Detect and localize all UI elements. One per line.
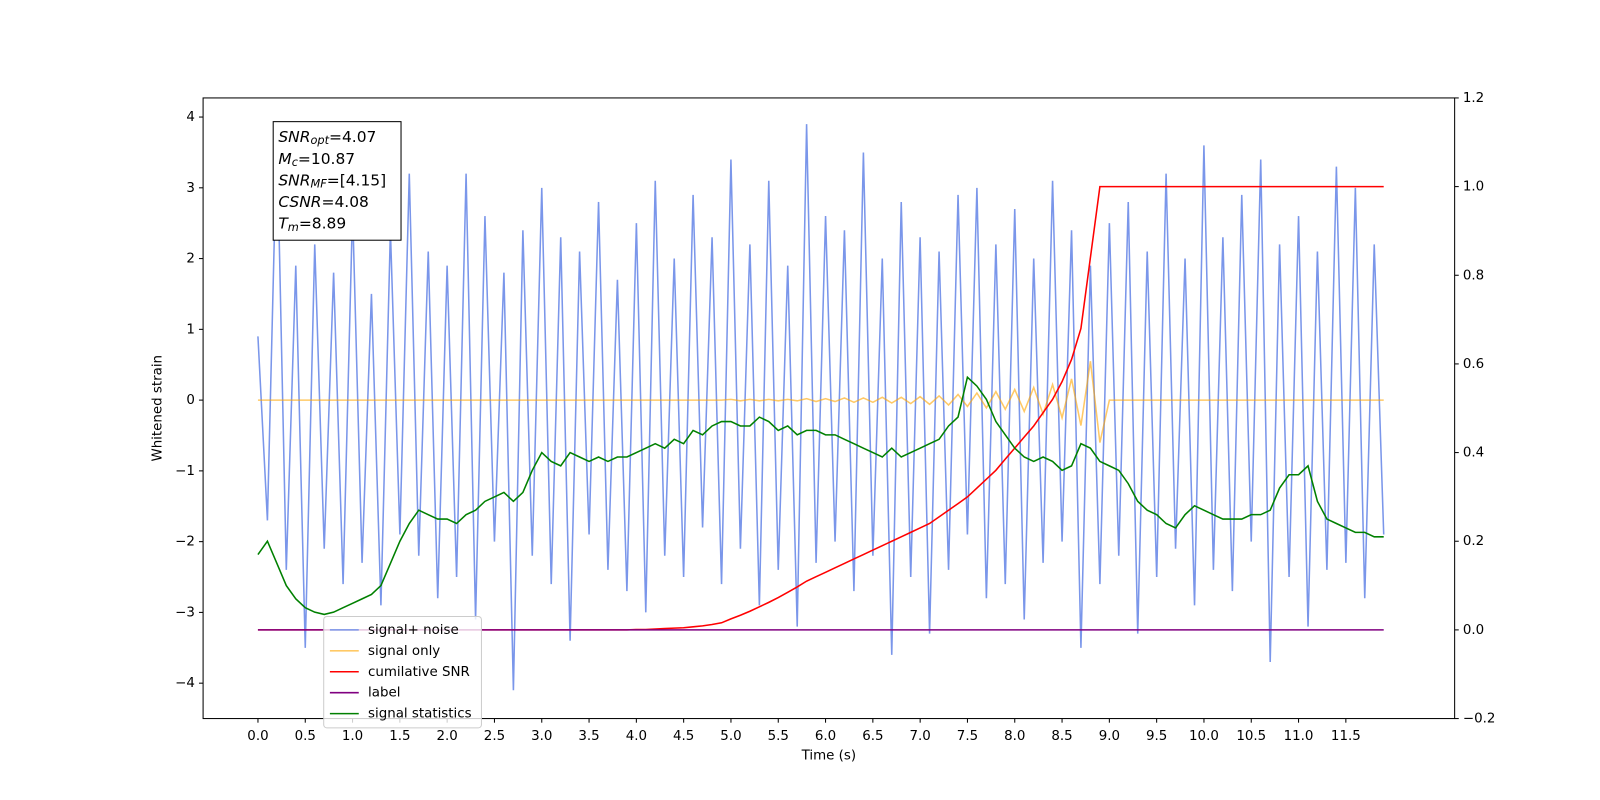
y2-tick-label: 1.0	[1463, 180, 1484, 195]
x-tick-label: 7.0	[910, 729, 931, 744]
annotation-value: =[4.15]	[327, 171, 386, 189]
x-tick-label: 6.0	[815, 729, 836, 744]
legend-frame	[323, 615, 482, 729]
y-tick-label: −4	[175, 676, 195, 691]
y-tick-label: −2	[175, 535, 195, 550]
annotation-subscript: c	[292, 155, 299, 169]
y2-tick-label: −0.2	[1463, 712, 1496, 727]
annotation-symbol: M	[278, 149, 291, 167]
y-tick-label: −1	[175, 464, 195, 479]
y-tick-label: −3	[175, 605, 195, 620]
x-tick-label: 6.5	[862, 729, 883, 744]
x-tick-label: 10.5	[1236, 729, 1266, 744]
x-tick-label: 3.0	[531, 729, 552, 744]
x-tick-label: 0.5	[295, 729, 316, 744]
y2-tick-label: 0.8	[1463, 268, 1484, 283]
legend-label: signal only	[368, 644, 440, 659]
x-tick-label: 10.0	[1189, 729, 1219, 744]
y-tick-label: 4	[186, 110, 195, 125]
y-tick-label: 2	[186, 252, 195, 267]
annotation-value: =10.87	[298, 149, 355, 167]
y2-tick-label: 1.2	[1463, 91, 1484, 106]
x-tick-label: 4.5	[673, 729, 694, 744]
series-line	[257, 361, 1384, 443]
plot-frame	[202, 97, 1456, 720]
x-tick-label: 4.0	[626, 729, 647, 744]
x-tick-label: 1.0	[342, 729, 363, 744]
y-tick-label: 0	[186, 393, 195, 408]
x-tick-label: 3.5	[578, 729, 599, 744]
y-tick-label: 3	[186, 181, 195, 196]
annotation-symbol: SNR	[278, 171, 310, 189]
x-tick-label: 11.5	[1331, 729, 1361, 744]
legend-label: signal+ noise	[368, 623, 459, 638]
x-tick-label: 9.5	[1146, 729, 1167, 744]
x-tick-label: 11.0	[1284, 729, 1314, 744]
plot-lines	[257, 124, 1385, 691]
annotation-symbol: SNR	[278, 128, 310, 146]
y-axis-label: Whitened strain	[151, 355, 166, 462]
annotation-subscript: m	[288, 220, 299, 234]
x-tick-label: 8.5	[1051, 729, 1072, 744]
annotation-symbol: CSNR	[278, 193, 321, 211]
legend: signal+ noise signal only cumilative SNR la…	[323, 615, 482, 729]
annotation-value: =4.08	[322, 193, 369, 211]
x-tick-label: 7.5	[957, 729, 978, 744]
x-tick-label: 0.0	[247, 729, 268, 744]
annotation-value: =8.89	[299, 214, 346, 232]
x-tick-label: 1.5	[389, 729, 410, 744]
annotation-line: Mc=10.87	[278, 149, 355, 169]
annotation-line: SNRMF=[4.15]	[278, 171, 386, 191]
legend-label: cumilative SNR	[368, 665, 470, 680]
legend-label: signal statistics	[368, 707, 472, 722]
annotation-line: CSNR=4.08	[278, 193, 369, 211]
x-tick-label: 5.5	[768, 729, 789, 744]
annotation-value: =4.07	[329, 128, 376, 146]
annotation-line: Tm=8.89	[278, 214, 346, 234]
series-line	[257, 375, 1384, 616]
y2-tick-label: 0.6	[1463, 357, 1484, 372]
series-line	[257, 124, 1385, 691]
y2-tick-label: 0.4	[1463, 446, 1484, 461]
x-tick-label: 5.0	[720, 729, 741, 744]
x-axis-label: Time (s)	[801, 749, 856, 764]
annotation-subscript: opt	[310, 133, 329, 147]
legend-label: label	[368, 686, 400, 701]
x-tick-label: 9.0	[1099, 729, 1120, 744]
annotation-line: SNRopt=4.07	[278, 128, 376, 148]
annotation-subscript: MF	[310, 177, 327, 191]
x-tick-label: 2.0	[437, 729, 458, 744]
annotation-symbol: T	[278, 214, 289, 232]
x-tick-label: 2.5	[484, 729, 505, 744]
x-tick-label: 8.0	[1004, 729, 1025, 744]
y-tick-label: 1	[186, 322, 195, 337]
annotation-frame	[272, 121, 402, 241]
y2-tick-label: 0.0	[1463, 623, 1484, 638]
annotation-box: SNRopt=4.07Mc=10.87SNRMF=[4.15]CSNR=4.08…	[272, 121, 402, 241]
y2-tick-label: 0.2	[1463, 534, 1484, 549]
